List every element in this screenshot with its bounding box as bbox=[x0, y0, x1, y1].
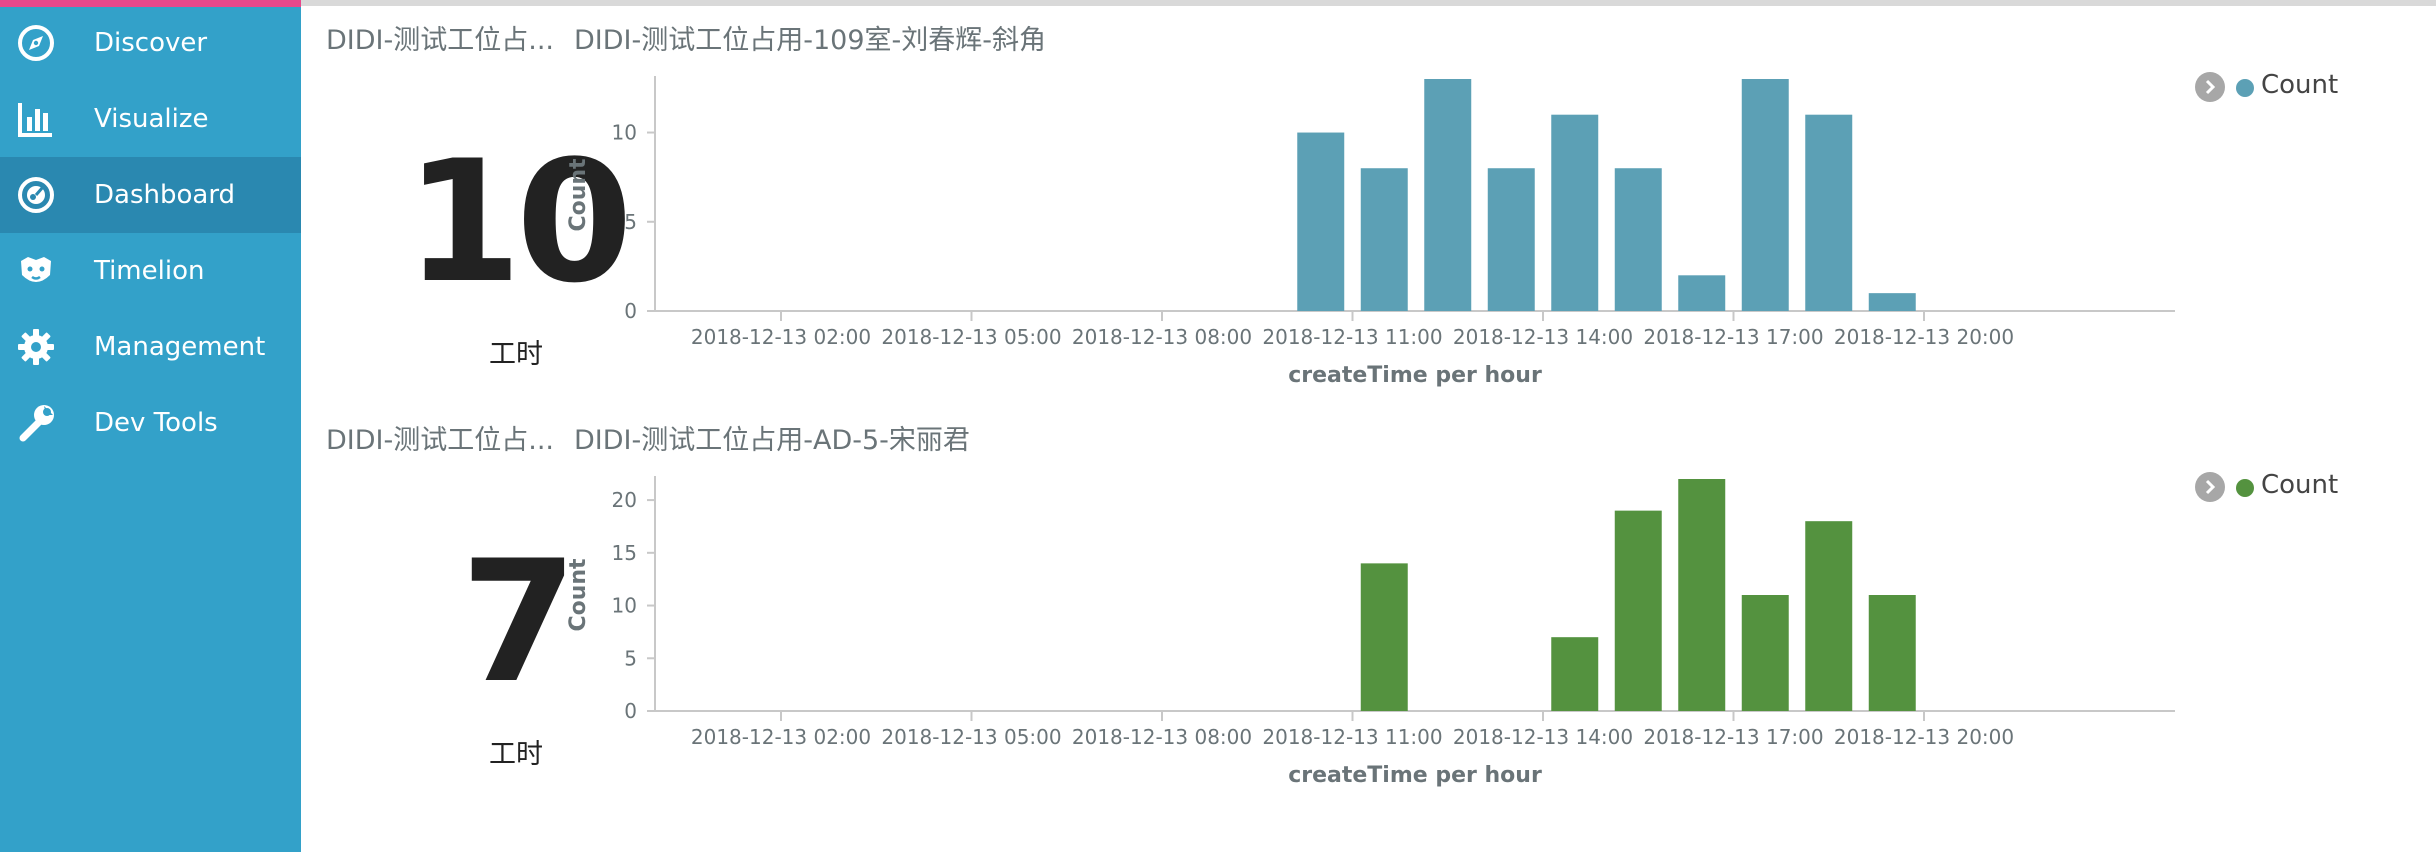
bar bbox=[1360, 168, 1408, 311]
y-tick-label: 0 bbox=[624, 699, 637, 723]
dashboard-panel-row: DIDI-测试工位占... DIDI-测试工位占用-AD-5-宋丽君 7 工时 … bbox=[301, 400, 2436, 800]
bar-chart: 0 5 10 Count 2018-12-13 02:00 2018-12-13 05:0… bbox=[566, 76, 2175, 388]
legend-toggle-icon[interactable] bbox=[2195, 72, 2225, 102]
sidebar-item-label: Dev Tools bbox=[94, 408, 218, 438]
bar bbox=[1868, 595, 1916, 711]
dashboard-panel-row: DIDI-测试工位占... DIDI-测试工位占用-109室-刘春辉-斜角 10… bbox=[301, 0, 2436, 400]
sidebar-item-discover[interactable]: Discover bbox=[0, 5, 301, 81]
bar bbox=[1424, 79, 1472, 311]
legend-toggle-icon[interactable] bbox=[2195, 472, 2225, 502]
sidebar-item-label: Management bbox=[94, 332, 266, 362]
x-tick-label: 2018-12-13 14:00 bbox=[1453, 725, 1633, 749]
bar bbox=[1741, 79, 1789, 311]
x-tick-label: 2018-12-13 11:00 bbox=[1262, 325, 1442, 349]
lion-icon bbox=[21, 257, 51, 282]
top-border bbox=[301, 0, 2436, 6]
sidebar-item-visualize[interactable]: Visualize bbox=[0, 81, 301, 157]
bar bbox=[1741, 595, 1789, 711]
sidebar-item-label: Dashboard bbox=[94, 180, 236, 210]
bar bbox=[1297, 132, 1345, 311]
y-tick-label: 10 bbox=[612, 121, 637, 145]
bar bbox=[1678, 479, 1726, 711]
x-tick-label: 2018-12-13 17:00 bbox=[1643, 725, 1823, 749]
bar bbox=[1614, 510, 1662, 711]
metric-value: 10 bbox=[405, 124, 633, 320]
bar bbox=[1868, 293, 1916, 311]
y-tick-label: 15 bbox=[612, 541, 637, 565]
sidebar-item-label: Timelion bbox=[94, 256, 205, 286]
bar-chart-icon bbox=[18, 103, 52, 137]
x-tick-label: 2018-12-13 14:00 bbox=[1453, 325, 1633, 349]
bar bbox=[1551, 637, 1599, 711]
gear-icon bbox=[18, 329, 54, 365]
legend-color-dot bbox=[2236, 479, 2254, 497]
metric-panel-title[interactable]: DIDI-测试工位占... bbox=[326, 425, 554, 456]
bar bbox=[1805, 521, 1853, 711]
bar bbox=[1805, 114, 1853, 311]
bar-chart: 0 5 10 15 20 Count 2018-12-13 02:00 2018-12-13 … bbox=[566, 476, 2175, 788]
x-tick-label: 2018-12-13 20:00 bbox=[1834, 325, 2014, 349]
legend-color-dot bbox=[2236, 79, 2254, 97]
y-tick-label: 5 bbox=[624, 210, 637, 234]
sidebar-item-timelion[interactable]: Timelion bbox=[0, 233, 301, 309]
x-tick-label: 2018-12-13 02:00 bbox=[691, 325, 871, 349]
y-tick-label: 10 bbox=[612, 594, 637, 618]
x-tick-label: 2018-12-13 20:00 bbox=[1834, 725, 2014, 749]
metric-label: 工时 bbox=[489, 339, 543, 370]
dashboard-gauge-icon bbox=[18, 177, 54, 213]
bar bbox=[1614, 168, 1662, 311]
sidebar-item-dev-tools[interactable]: Dev Tools bbox=[0, 385, 301, 461]
sidebar-item-dashboard[interactable]: Dashboard bbox=[0, 157, 301, 233]
metric-value: 7 bbox=[460, 524, 578, 720]
x-axis-label: createTime per hour bbox=[1288, 363, 1542, 388]
sidebar-item-management[interactable]: Management bbox=[0, 309, 301, 385]
x-tick-label: 2018-12-13 11:00 bbox=[1262, 725, 1442, 749]
x-tick-label: 2018-12-13 02:00 bbox=[691, 725, 871, 749]
y-axis-label: Count bbox=[566, 558, 591, 632]
sidebar-accent-bar bbox=[0, 0, 301, 7]
x-tick-label: 2018-12-13 05:00 bbox=[881, 725, 1061, 749]
wrench-icon bbox=[19, 405, 54, 442]
x-tick-label: 2018-12-13 08:00 bbox=[1072, 725, 1252, 749]
metric-panel-title[interactable]: DIDI-测试工位占... bbox=[326, 25, 554, 56]
x-axis-label: createTime per hour bbox=[1288, 763, 1542, 788]
sidebar-item-label: Visualize bbox=[94, 104, 209, 134]
sidebar-item-label: Discover bbox=[94, 28, 208, 58]
compass-icon bbox=[18, 25, 54, 61]
bar bbox=[1551, 114, 1599, 311]
bar bbox=[1678, 275, 1726, 311]
y-axis-label: Count bbox=[566, 158, 591, 232]
x-tick-label: 2018-12-13 08:00 bbox=[1072, 325, 1252, 349]
y-tick-label: 0 bbox=[624, 299, 637, 323]
x-tick-label: 2018-12-13 05:00 bbox=[881, 325, 1061, 349]
legend-label[interactable]: Count bbox=[2261, 70, 2339, 100]
metric-label: 工时 bbox=[489, 739, 543, 770]
y-tick-label: 5 bbox=[624, 646, 637, 670]
sidebar: Discover Visualize Dashboard Timelion bbox=[0, 0, 301, 852]
x-tick-label: 2018-12-13 17:00 bbox=[1643, 325, 1823, 349]
chart-panel-title[interactable]: DIDI-测试工位占用-AD-5-宋丽君 bbox=[574, 425, 970, 456]
y-tick-label: 20 bbox=[612, 488, 637, 512]
chart-panel-title[interactable]: DIDI-测试工位占用-109室-刘春辉-斜角 bbox=[574, 25, 1047, 56]
legend-label[interactable]: Count bbox=[2261, 470, 2339, 500]
bar bbox=[1487, 168, 1535, 311]
bar bbox=[1360, 563, 1408, 711]
